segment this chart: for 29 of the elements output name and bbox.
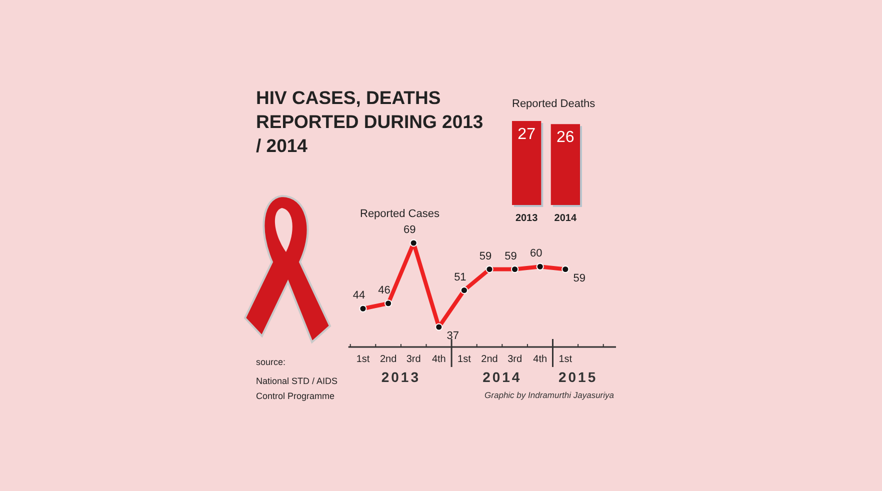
data-label: 27 [518, 126, 536, 143]
chart-title: Reported Deaths [512, 98, 596, 110]
data-label: 60 [530, 248, 542, 260]
x-tick-label: 2nd [380, 354, 397, 365]
text: 2014 [482, 369, 522, 385]
data-label: 51 [454, 271, 466, 284]
text: 2013 [381, 369, 421, 385]
data-label: 59 [504, 250, 517, 262]
x-tick-label: 1st [356, 354, 370, 365]
data-label: 37 [446, 330, 460, 342]
data-label: 69 [403, 224, 416, 236]
data-label: 44 [352, 290, 366, 302]
x-tick-label: 4th [432, 354, 446, 365]
x-tick-label: 1st [458, 354, 472, 365]
x-tick-label: 3rd [406, 354, 421, 365]
x-tick-label: 1st [558, 354, 572, 365]
data-label: 59 [573, 272, 586, 284]
data-label: 26 [556, 129, 574, 146]
x-tick-label: 2nd [481, 354, 498, 365]
chart-title: Reported Cases [360, 208, 440, 220]
text: National STD / AIDS Control Programme [256, 376, 338, 401]
text: HIV CASES, DEATHS REPORTED DURING 2013 / 2014 [256, 87, 484, 156]
data-label: 59 [479, 250, 492, 262]
text: 2015 [558, 369, 598, 385]
x-tick-label: 4th [533, 354, 548, 365]
x-tick-label: 3rd [508, 354, 522, 365]
text: Graphic by Indramurthi Jayasuriya [484, 390, 614, 400]
source-note: source: [256, 357, 286, 367]
data-label: 46 [378, 284, 390, 296]
